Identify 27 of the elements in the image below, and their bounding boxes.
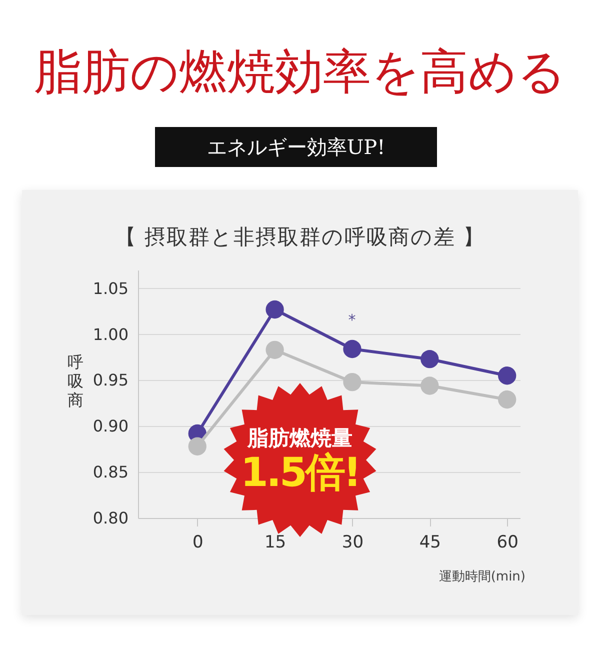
x-tick-label: 15 — [264, 532, 286, 552]
annotation: 脂肪燃焼量 — [246, 425, 354, 451]
annotation: 1.5倍! — [239, 449, 361, 498]
point — [188, 437, 206, 456]
y-tick-label: 0.80 — [92, 508, 128, 528]
x-tick-label: 45 — [419, 532, 441, 552]
point — [343, 372, 362, 392]
text: 【 摂取群と非摂取群の呼吸商の差 】 — [114, 224, 486, 251]
point — [343, 340, 362, 358]
x-tick-label: 30 — [342, 532, 364, 552]
chart-title: 脂肪の燃焼効率を高める — [33, 43, 567, 102]
x-tick-label: 0 — [192, 532, 204, 552]
y-tick-label: 1.00 — [92, 324, 128, 344]
point — [498, 390, 516, 409]
x-axis-title: 運動時間(min) — [438, 570, 526, 584]
y-tick-label: 0.95 — [92, 370, 128, 390]
x-tick-label: 60 — [496, 532, 518, 552]
y-axis-title: 呼吸商 — [68, 352, 84, 410]
y-tick-label: 1.05 — [92, 278, 128, 298]
point — [420, 350, 439, 368]
y-tick-label: 0.85 — [92, 462, 128, 482]
point — [266, 300, 284, 319]
point — [266, 340, 284, 359]
y-tick-label: 0.90 — [92, 416, 128, 436]
annotation: * — [347, 311, 357, 329]
point — [420, 376, 439, 395]
point — [498, 366, 516, 385]
